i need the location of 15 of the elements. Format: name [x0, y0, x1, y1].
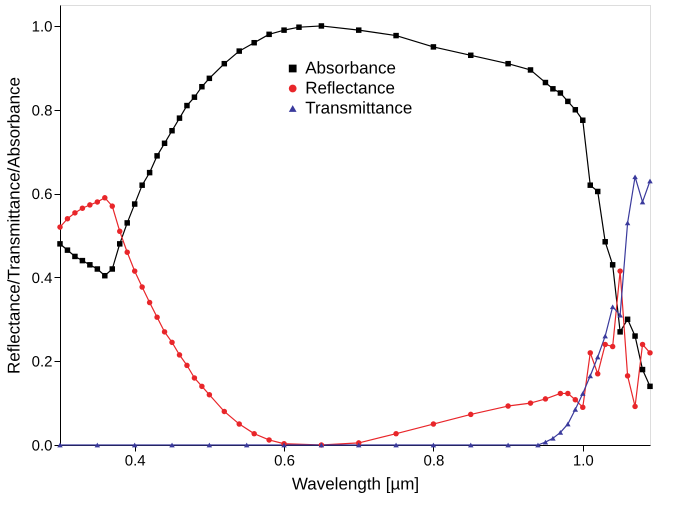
y-tick-label: 0.4 [32, 270, 52, 287]
legend-label: Absorbance [305, 58, 396, 78]
x-tick-label: 0.6 [274, 452, 295, 470]
x-tick-label: 0.8 [423, 452, 444, 470]
legend-label: Reflectance [305, 78, 395, 98]
x-tick-label: 1.0 [572, 452, 594, 470]
y-tick-label: 0.6 [32, 186, 52, 204]
x-tick-label: 0.4 [124, 452, 146, 470]
x-axis-title: Wavelength [µm] [292, 474, 420, 494]
legend-label: Transmittance [305, 98, 412, 118]
y-axis-title: Reflectance/Transmittance/Absorbance [4, 76, 24, 374]
y-tick-label: 1.0 [32, 18, 52, 36]
y-tick-label: 0.2 [32, 354, 52, 371]
y-tick-label: 0.8 [32, 102, 52, 120]
y-tick-label: 0.0 [32, 438, 52, 454]
